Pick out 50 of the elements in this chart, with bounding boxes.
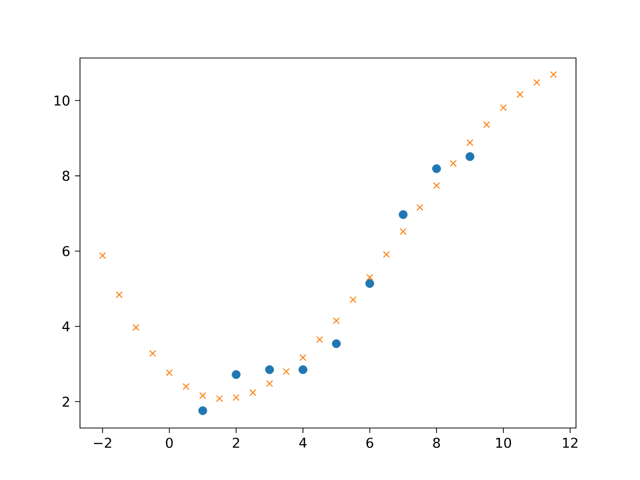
point bbox=[533, 78, 540, 86]
point bbox=[332, 317, 340, 324]
x-tick-label: 6 bbox=[366, 438, 374, 448]
point bbox=[132, 324, 140, 331]
y-tick-label: 2 bbox=[62, 396, 69, 407]
point bbox=[382, 251, 390, 258]
point bbox=[316, 336, 324, 344]
point bbox=[232, 394, 240, 401]
point bbox=[198, 406, 208, 416]
x-tick-label: 12 bbox=[563, 438, 578, 448]
point bbox=[299, 354, 306, 362]
x-tick-label: 2 bbox=[232, 438, 240, 448]
x-tick-label: 0 bbox=[166, 438, 173, 448]
point bbox=[350, 296, 357, 304]
point bbox=[483, 121, 490, 128]
point bbox=[365, 279, 374, 288]
point bbox=[249, 389, 256, 396]
point bbox=[149, 350, 156, 357]
point bbox=[366, 274, 374, 281]
point bbox=[466, 139, 474, 146]
x-tick-label: 10 bbox=[496, 438, 512, 448]
point bbox=[550, 71, 557, 78]
point bbox=[116, 291, 123, 298]
point bbox=[466, 152, 474, 162]
point bbox=[282, 368, 290, 376]
point bbox=[416, 204, 424, 211]
point bbox=[398, 210, 408, 219]
point bbox=[400, 228, 407, 235]
y-tick-label: 10 bbox=[54, 95, 70, 106]
x-tick-label: 4 bbox=[299, 438, 306, 448]
point bbox=[182, 383, 190, 390]
point bbox=[500, 104, 507, 112]
point bbox=[332, 339, 341, 348]
y-tick-label: 4 bbox=[62, 321, 70, 332]
point bbox=[199, 392, 206, 400]
point bbox=[432, 164, 441, 174]
point bbox=[232, 370, 241, 379]
point bbox=[450, 160, 457, 167]
point bbox=[433, 182, 440, 190]
point bbox=[516, 91, 524, 98]
y-tick-label: 8 bbox=[62, 170, 70, 181]
point bbox=[99, 252, 106, 260]
y-tick-label: 6 bbox=[62, 246, 70, 256]
point bbox=[265, 365, 274, 374]
x-tick-label: −2 bbox=[94, 438, 112, 448]
point bbox=[216, 395, 223, 402]
point bbox=[266, 380, 274, 388]
x-tick-label: 8 bbox=[433, 438, 440, 448]
point bbox=[166, 369, 173, 376]
point bbox=[298, 365, 308, 374]
